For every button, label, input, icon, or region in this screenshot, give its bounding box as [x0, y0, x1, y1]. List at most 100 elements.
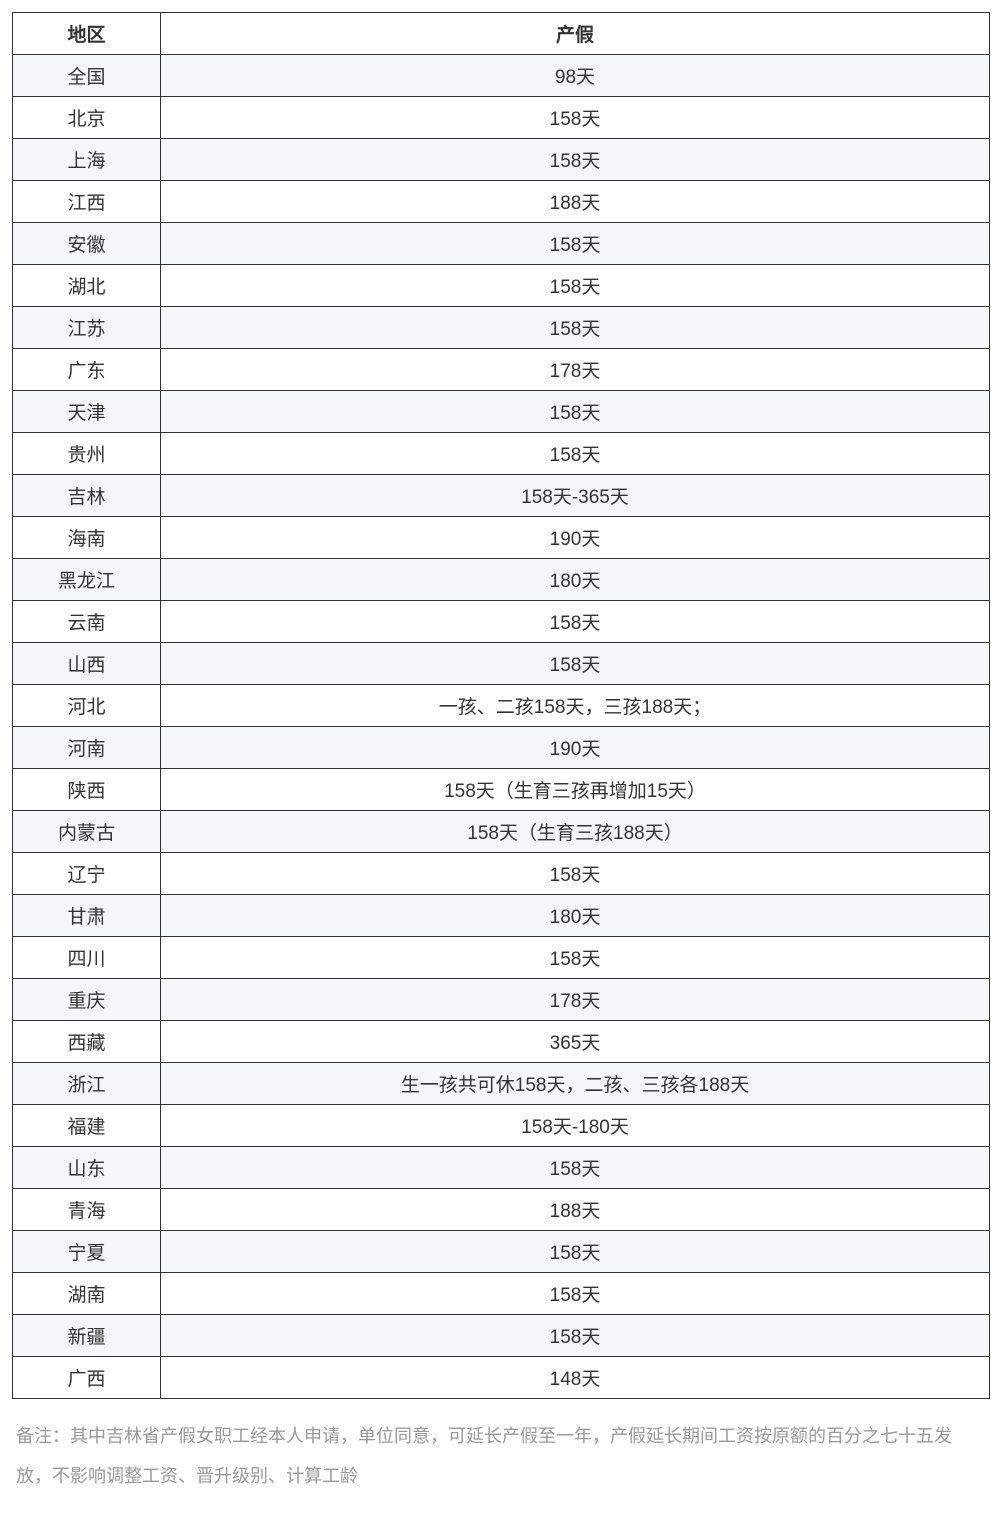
- cell-region: 广西: [13, 1357, 161, 1399]
- cell-leave: 180天: [161, 895, 990, 937]
- table-row: 北京158天: [13, 97, 990, 139]
- cell-region: 天津: [13, 391, 161, 433]
- cell-leave: 188天: [161, 181, 990, 223]
- table-row: 辽宁158天: [13, 853, 990, 895]
- cell-region: 贵州: [13, 433, 161, 475]
- cell-leave: 158天: [161, 97, 990, 139]
- cell-leave: 158天: [161, 139, 990, 181]
- table-row: 陕西158天（生育三孩再增加15天）: [13, 769, 990, 811]
- table-header-row: 地区 产假: [13, 13, 990, 55]
- table-row: 湖北158天: [13, 265, 990, 307]
- cell-leave: 生一孩共可休158天，二孩、三孩各188天: [161, 1063, 990, 1105]
- cell-region: 全国: [13, 55, 161, 97]
- table-row: 湖南158天: [13, 1273, 990, 1315]
- cell-region: 福建: [13, 1105, 161, 1147]
- cell-leave: 158天: [161, 1231, 990, 1273]
- cell-region: 湖北: [13, 265, 161, 307]
- cell-region: 山东: [13, 1147, 161, 1189]
- table-row: 青海188天: [13, 1189, 990, 1231]
- cell-region: 西藏: [13, 1021, 161, 1063]
- table-row: 全国98天: [13, 55, 990, 97]
- cell-leave: 190天: [161, 517, 990, 559]
- cell-region: 云南: [13, 601, 161, 643]
- table-row: 浙江生一孩共可休158天，二孩、三孩各188天: [13, 1063, 990, 1105]
- cell-region: 北京: [13, 97, 161, 139]
- cell-leave: 148天: [161, 1357, 990, 1399]
- cell-region: 河北: [13, 685, 161, 727]
- column-header-leave: 产假: [161, 13, 990, 55]
- table-row: 四川158天: [13, 937, 990, 979]
- table-row: 云南158天: [13, 601, 990, 643]
- cell-leave: 98天: [161, 55, 990, 97]
- cell-region: 安徽: [13, 223, 161, 265]
- cell-leave: 158天-180天: [161, 1105, 990, 1147]
- table-row: 安徽158天: [13, 223, 990, 265]
- cell-region: 辽宁: [13, 853, 161, 895]
- cell-leave: 178天: [161, 349, 990, 391]
- cell-region: 重庆: [13, 979, 161, 1021]
- table-row: 广东178天: [13, 349, 990, 391]
- cell-region: 青海: [13, 1189, 161, 1231]
- cell-region: 山西: [13, 643, 161, 685]
- table-row: 山西158天: [13, 643, 990, 685]
- cell-leave: 158天: [161, 1315, 990, 1357]
- table-row: 甘肃180天: [13, 895, 990, 937]
- cell-leave: 158天: [161, 265, 990, 307]
- cell-leave: 158天: [161, 937, 990, 979]
- table-row: 广西148天: [13, 1357, 990, 1399]
- table-row: 吉林158天-365天: [13, 475, 990, 517]
- cell-leave: 158天: [161, 601, 990, 643]
- cell-region: 江苏: [13, 307, 161, 349]
- cell-leave: 190天: [161, 727, 990, 769]
- table-row: 海南190天: [13, 517, 990, 559]
- cell-region: 湖南: [13, 1273, 161, 1315]
- table-row: 江苏158天: [13, 307, 990, 349]
- cell-region: 四川: [13, 937, 161, 979]
- cell-leave: 365天: [161, 1021, 990, 1063]
- cell-leave: 158天: [161, 1147, 990, 1189]
- cell-region: 新疆: [13, 1315, 161, 1357]
- table-row: 河北一孩、二孩158天，三孩188天；: [13, 685, 990, 727]
- maternity-leave-table: 地区 产假 全国98天北京158天上海158天江西188天安徽158天湖北158…: [12, 12, 990, 1399]
- cell-leave: 158天（生育三孩再增加15天）: [161, 769, 990, 811]
- cell-leave: 158天: [161, 223, 990, 265]
- table-row: 山东158天: [13, 1147, 990, 1189]
- table-row: 西藏365天: [13, 1021, 990, 1063]
- cell-leave: 158天: [161, 1273, 990, 1315]
- cell-region: 黑龙江: [13, 559, 161, 601]
- table-row: 新疆158天: [13, 1315, 990, 1357]
- cell-region: 广东: [13, 349, 161, 391]
- cell-leave: 158天: [161, 433, 990, 475]
- cell-region: 陕西: [13, 769, 161, 811]
- cell-region: 上海: [13, 139, 161, 181]
- table-row: 天津158天: [13, 391, 990, 433]
- column-header-region: 地区: [13, 13, 161, 55]
- cell-region: 河南: [13, 727, 161, 769]
- cell-region: 内蒙古: [13, 811, 161, 853]
- cell-leave: 178天: [161, 979, 990, 1021]
- cell-leave: 180天: [161, 559, 990, 601]
- table-row: 河南190天: [13, 727, 990, 769]
- table-row: 福建158天-180天: [13, 1105, 990, 1147]
- cell-leave: 158天: [161, 391, 990, 433]
- cell-leave: 188天: [161, 1189, 990, 1231]
- cell-leave: 158天: [161, 307, 990, 349]
- table-row: 贵州158天: [13, 433, 990, 475]
- cell-region: 宁夏: [13, 1231, 161, 1273]
- cell-leave: 158天（生育三孩188天）: [161, 811, 990, 853]
- cell-region: 海南: [13, 517, 161, 559]
- table-row: 黑龙江180天: [13, 559, 990, 601]
- table-row: 宁夏158天: [13, 1231, 990, 1273]
- cell-leave: 158天-365天: [161, 475, 990, 517]
- table-row: 重庆178天: [13, 979, 990, 1021]
- footnote-text: 备注：其中吉林省产假女职工经本人申请，单位同意，可延长产假至一年，产假延长期间工…: [12, 1417, 990, 1496]
- table-row: 上海158天: [13, 139, 990, 181]
- table-row: 江西188天: [13, 181, 990, 223]
- cell-leave: 158天: [161, 853, 990, 895]
- cell-region: 吉林: [13, 475, 161, 517]
- cell-region: 甘肃: [13, 895, 161, 937]
- table-body: 全国98天北京158天上海158天江西188天安徽158天湖北158天江苏158…: [13, 55, 990, 1399]
- cell-region: 江西: [13, 181, 161, 223]
- cell-leave: 一孩、二孩158天，三孩188天；: [161, 685, 990, 727]
- table-row: 内蒙古158天（生育三孩188天）: [13, 811, 990, 853]
